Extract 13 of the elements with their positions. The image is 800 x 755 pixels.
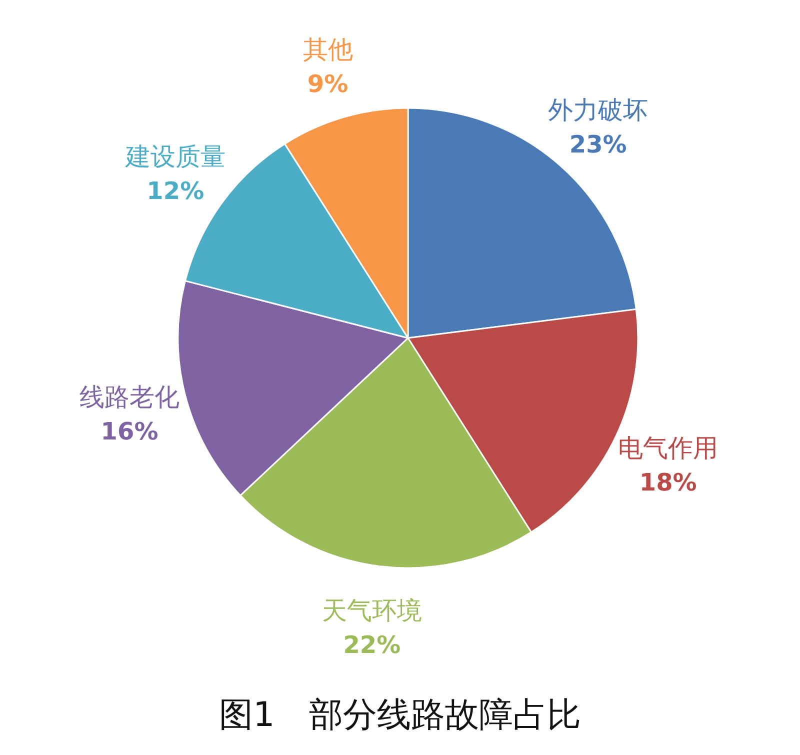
- data-label: 18%: [639, 468, 697, 496]
- slice-label: 线路老化: [80, 382, 180, 412]
- slice-label: 电气作用: [618, 433, 718, 462]
- slice-label: 天气环境: [322, 596, 422, 626]
- slice-label: 外力破坏: [548, 95, 648, 124]
- data-label: 22%: [343, 631, 401, 660]
- data-label: 23%: [569, 130, 627, 158]
- data-label: 12%: [146, 177, 204, 206]
- data-label: 9%: [307, 70, 348, 98]
- slice-label: 其他: [302, 34, 353, 64]
- text: 图1 部分线路故障占比: [219, 695, 581, 735]
- slice-label: 建设质量: [124, 142, 226, 172]
- data-label: 16%: [100, 418, 158, 446]
